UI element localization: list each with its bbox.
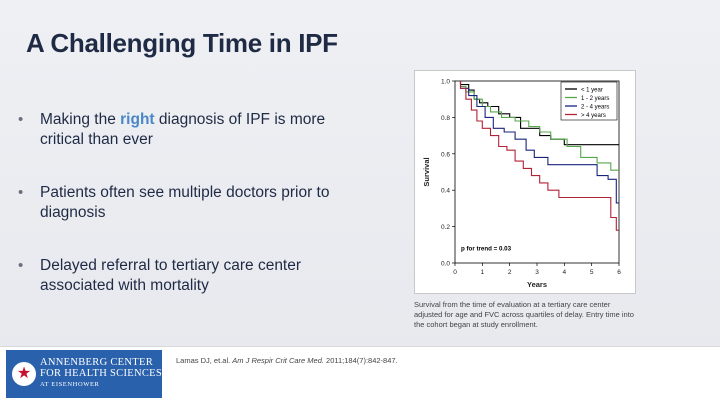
survival-chart-svg: 0.0 0.2 0.4 0.6 0.8 1.0 0 1 2 3 4 5 6 Years Survival < … [422,79,621,290]
bullet-text: Delayed referral to tertiary care center… [40,257,302,294]
legend-label: > 4 years [581,113,606,119]
bullet-text-before: Making the [40,111,121,128]
y-axis-label: Survival [422,157,431,186]
legend-label: < 1 year [581,87,603,93]
logo-line-3: AT EISENHOWER [40,381,100,388]
y-tick-label: 0.6 [441,151,450,158]
series-line [459,81,619,204]
legend-label: 2 - 4 years [581,104,609,110]
chart-caption: Survival from the time of evaluation at … [414,300,634,329]
chart-annotation: p for trend = 0.03 [461,245,512,252]
slide-title: A Challenging Time in IPF [26,28,338,58]
y-tick-label: 1.0 [441,79,450,86]
y-tick-label: 0.0 [441,261,450,268]
legend-label: 1 - 2 years [581,96,609,102]
legend-box [560,81,618,121]
bullet-item: Delayed referral to tertiary care center… [18,256,368,296]
x-tick-label: 1 [481,269,485,276]
survival-chart: 0.0 0.2 0.4 0.6 0.8 1.0 0 1 2 3 4 5 6 Years Survival < … [414,70,636,294]
x-tick-label: 5 [590,269,594,276]
series-line [459,81,619,231]
citation-authors: Lamas DJ, et.al. [176,356,233,365]
citation-details: 2011;184(7):842-847. [323,356,398,365]
x-tick-label: 6 [617,269,621,276]
x-axis-label: Years [527,280,547,289]
logo-line-1: ANNENBERG CENTER [40,357,154,368]
x-tick-label: 0 [453,269,457,276]
bullet-item: Patients often see multiple doctors prio… [18,183,368,223]
x-tick-label: 4 [563,269,567,276]
annenberg-logo: ★ ANNENBERG CENTER FOR HEALTH SCIENCES A… [6,350,162,398]
bullet-text: Patients often see multiple doctors prio… [40,184,330,221]
citation-journal: Am J Respir Crit Care Med. [232,356,324,365]
y-tick-label: 0.4 [441,188,450,195]
logo-text: ANNENBERG CENTER FOR HEALTH SCIENCES AT … [40,357,162,390]
x-tick-label: 2 [508,269,512,276]
y-tick-label: 0.8 [441,115,450,122]
bullet-accent-word: right [120,111,155,128]
logo-line-2: FOR HEALTH SCIENCES [40,368,162,379]
bullet-list: Making the right diagnosis of IPF is mor… [18,110,368,329]
citation: Lamas DJ, et.al. Am J Respir Crit Care M… [176,356,398,365]
star-seal-icon: ★ [12,362,36,386]
x-tick-label: 3 [535,269,539,276]
y-tick-label: 0.2 [441,224,450,231]
series-line [459,81,619,171]
bullet-item: Making the right diagnosis of IPF is mor… [18,110,368,150]
bullet-text-after: diagnosis of IPF is more critical than e… [40,111,326,148]
